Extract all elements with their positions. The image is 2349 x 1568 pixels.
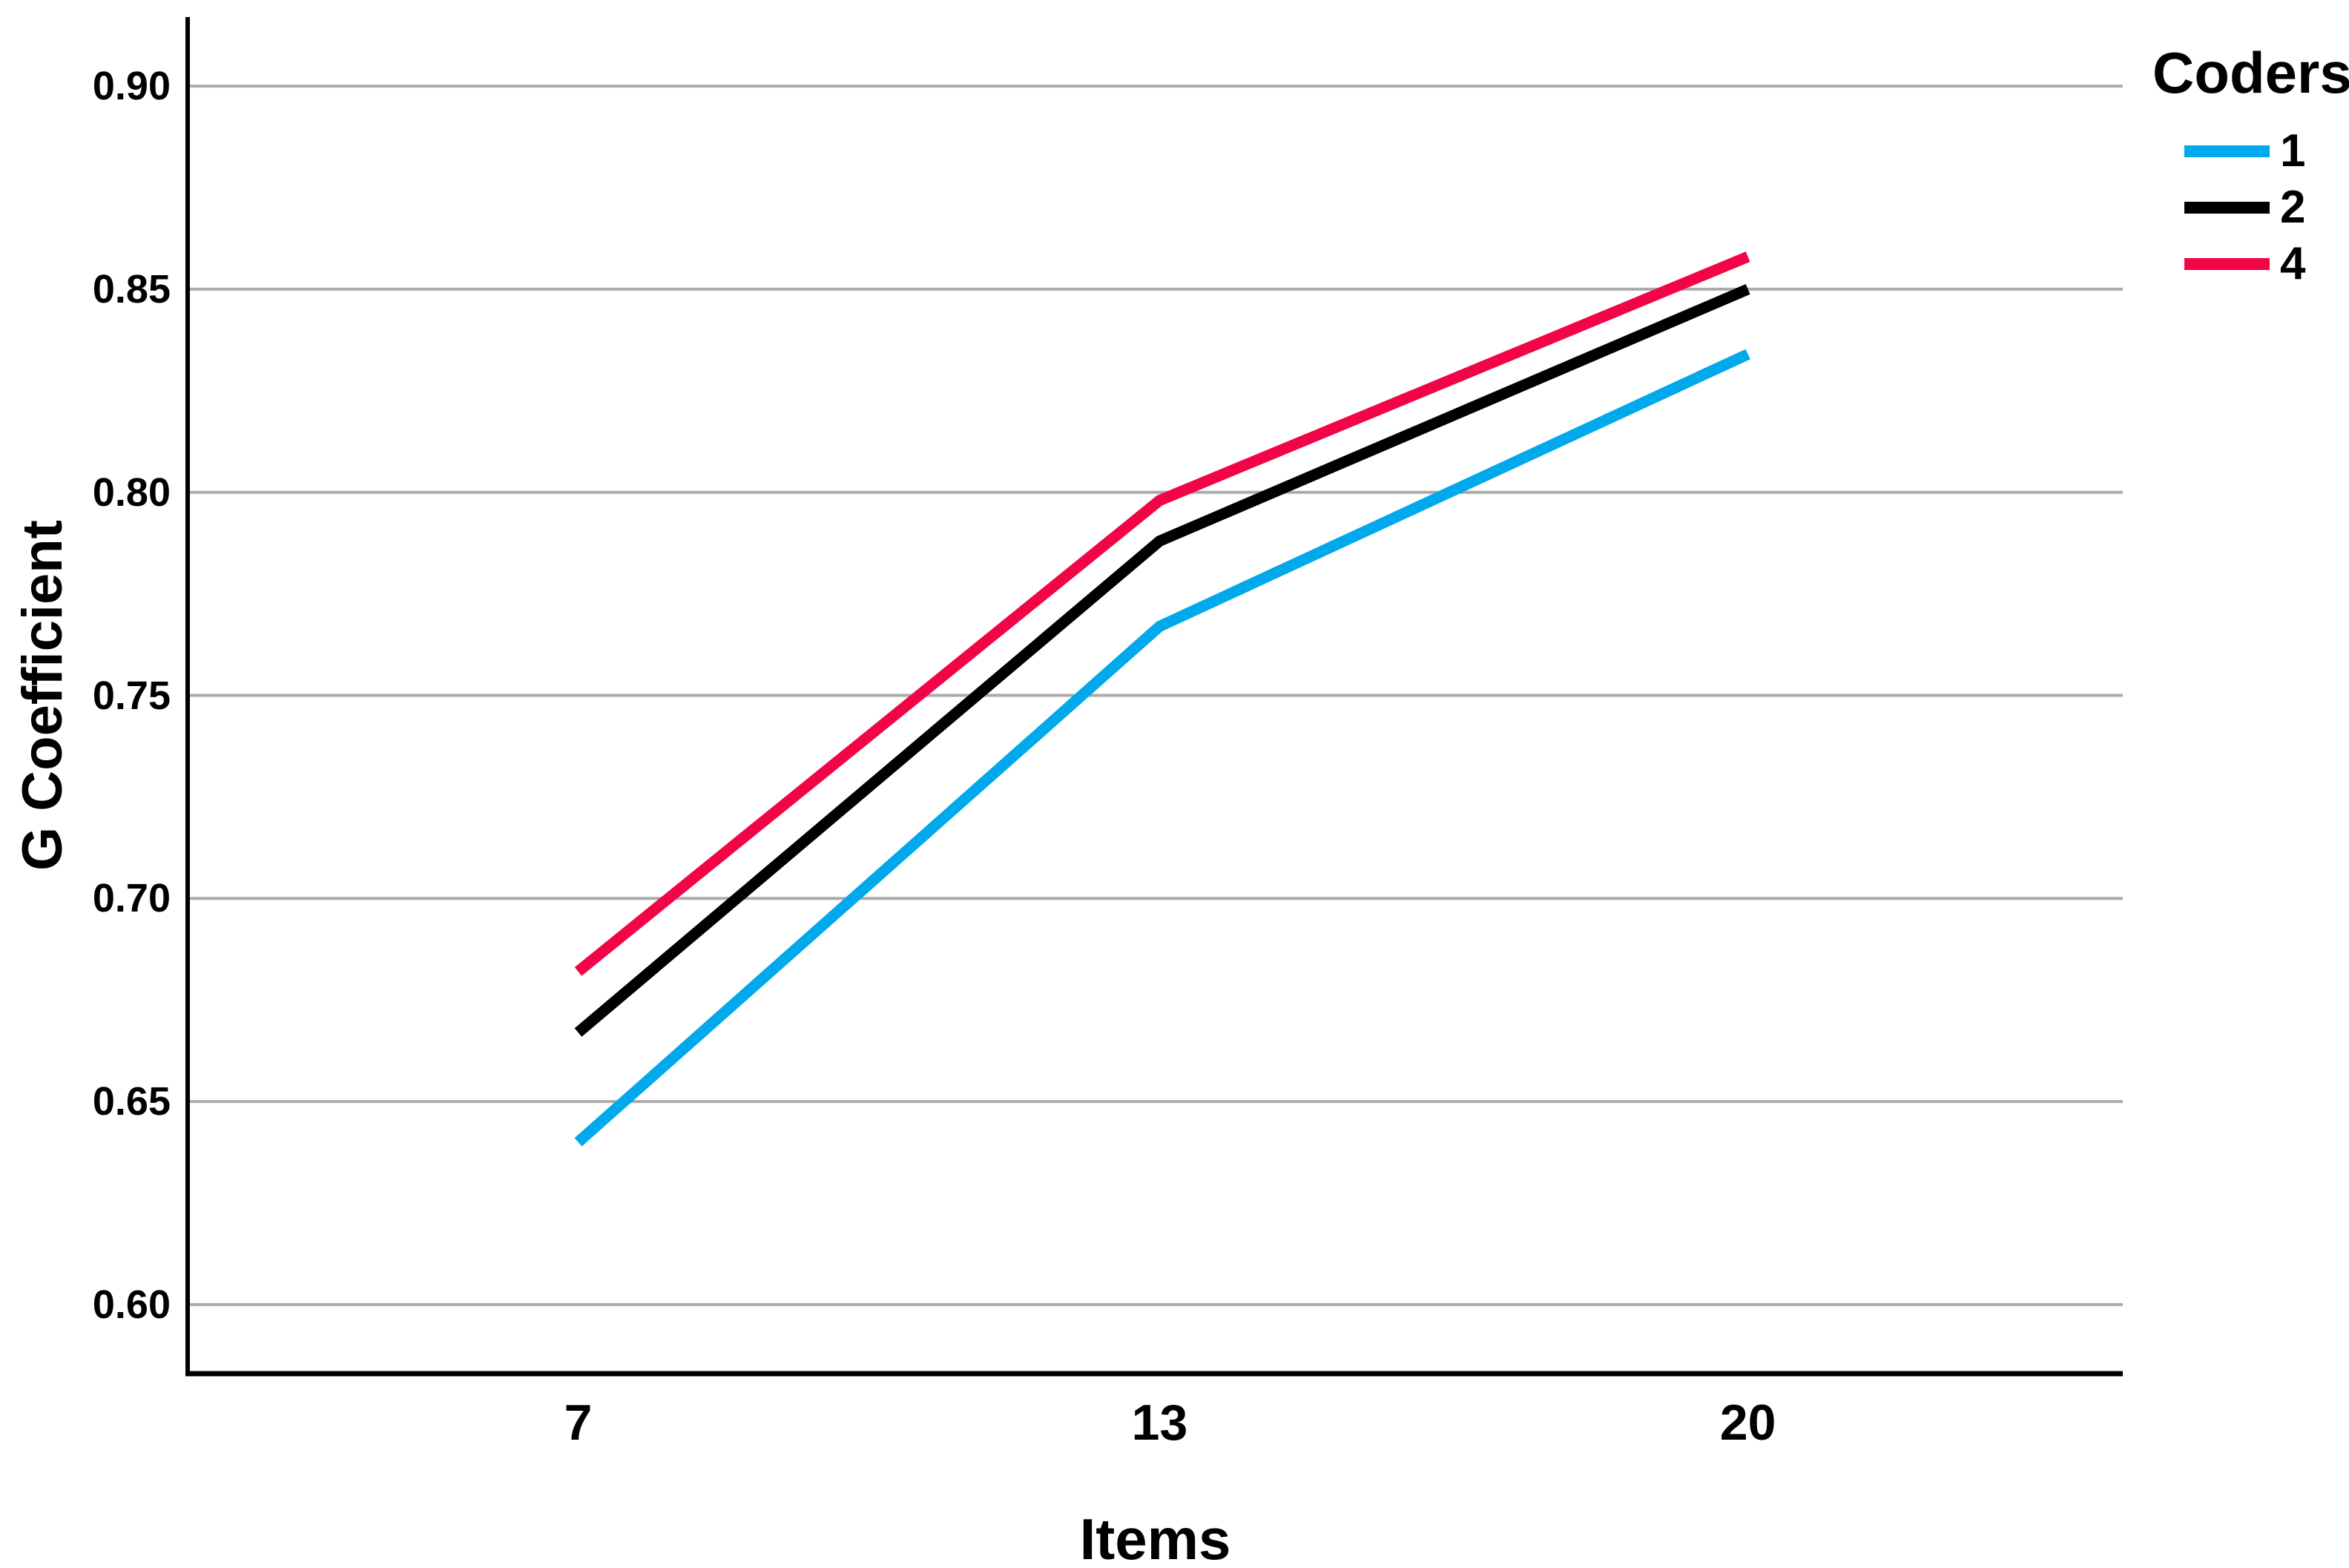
- legend-label: 1: [2280, 125, 2306, 177]
- y-tick-label: 0.70: [92, 876, 171, 921]
- y-axis-title: G Coefficient: [1, 17, 83, 1374]
- series-line-coders-2: [574, 284, 1750, 1037]
- y-axis-title-text: G Coefficient: [10, 520, 74, 871]
- series-line-coders-1: [574, 349, 1750, 1147]
- x-tick-label: 20: [1719, 1394, 1776, 1451]
- series-lines: [574, 251, 1750, 1147]
- y-tick-label: 0.65: [92, 1079, 171, 1124]
- legend-swatch: [2184, 145, 2270, 157]
- y-tick-label: 0.75: [92, 673, 171, 718]
- legend-swatch: [2184, 258, 2270, 270]
- legend-entry-coders-4: 4: [2184, 236, 2349, 292]
- axes: [185, 17, 2123, 1377]
- legend-swatch: [2184, 202, 2270, 214]
- legend-label: 2: [2280, 182, 2306, 233]
- legend-title: Coders: [2152, 40, 2349, 105]
- y-tick-label: 0.90: [92, 64, 171, 109]
- y-tick-label: 0.80: [92, 470, 171, 515]
- legend-entry-coders-2: 2: [2184, 179, 2349, 236]
- y-tick-label: 0.85: [92, 266, 171, 312]
- series-line-coders-4: [574, 251, 1750, 976]
- legend-entry-coders-1: 1: [2184, 123, 2349, 179]
- x-tick-label: 13: [1131, 1394, 1188, 1451]
- x-axis-title: Items: [1079, 1506, 1231, 1568]
- y-tick-label: 0.60: [92, 1282, 171, 1327]
- legend-label: 4: [2280, 238, 2306, 289]
- x-tick-label: 7: [564, 1394, 593, 1451]
- gridlines: [188, 85, 2123, 1306]
